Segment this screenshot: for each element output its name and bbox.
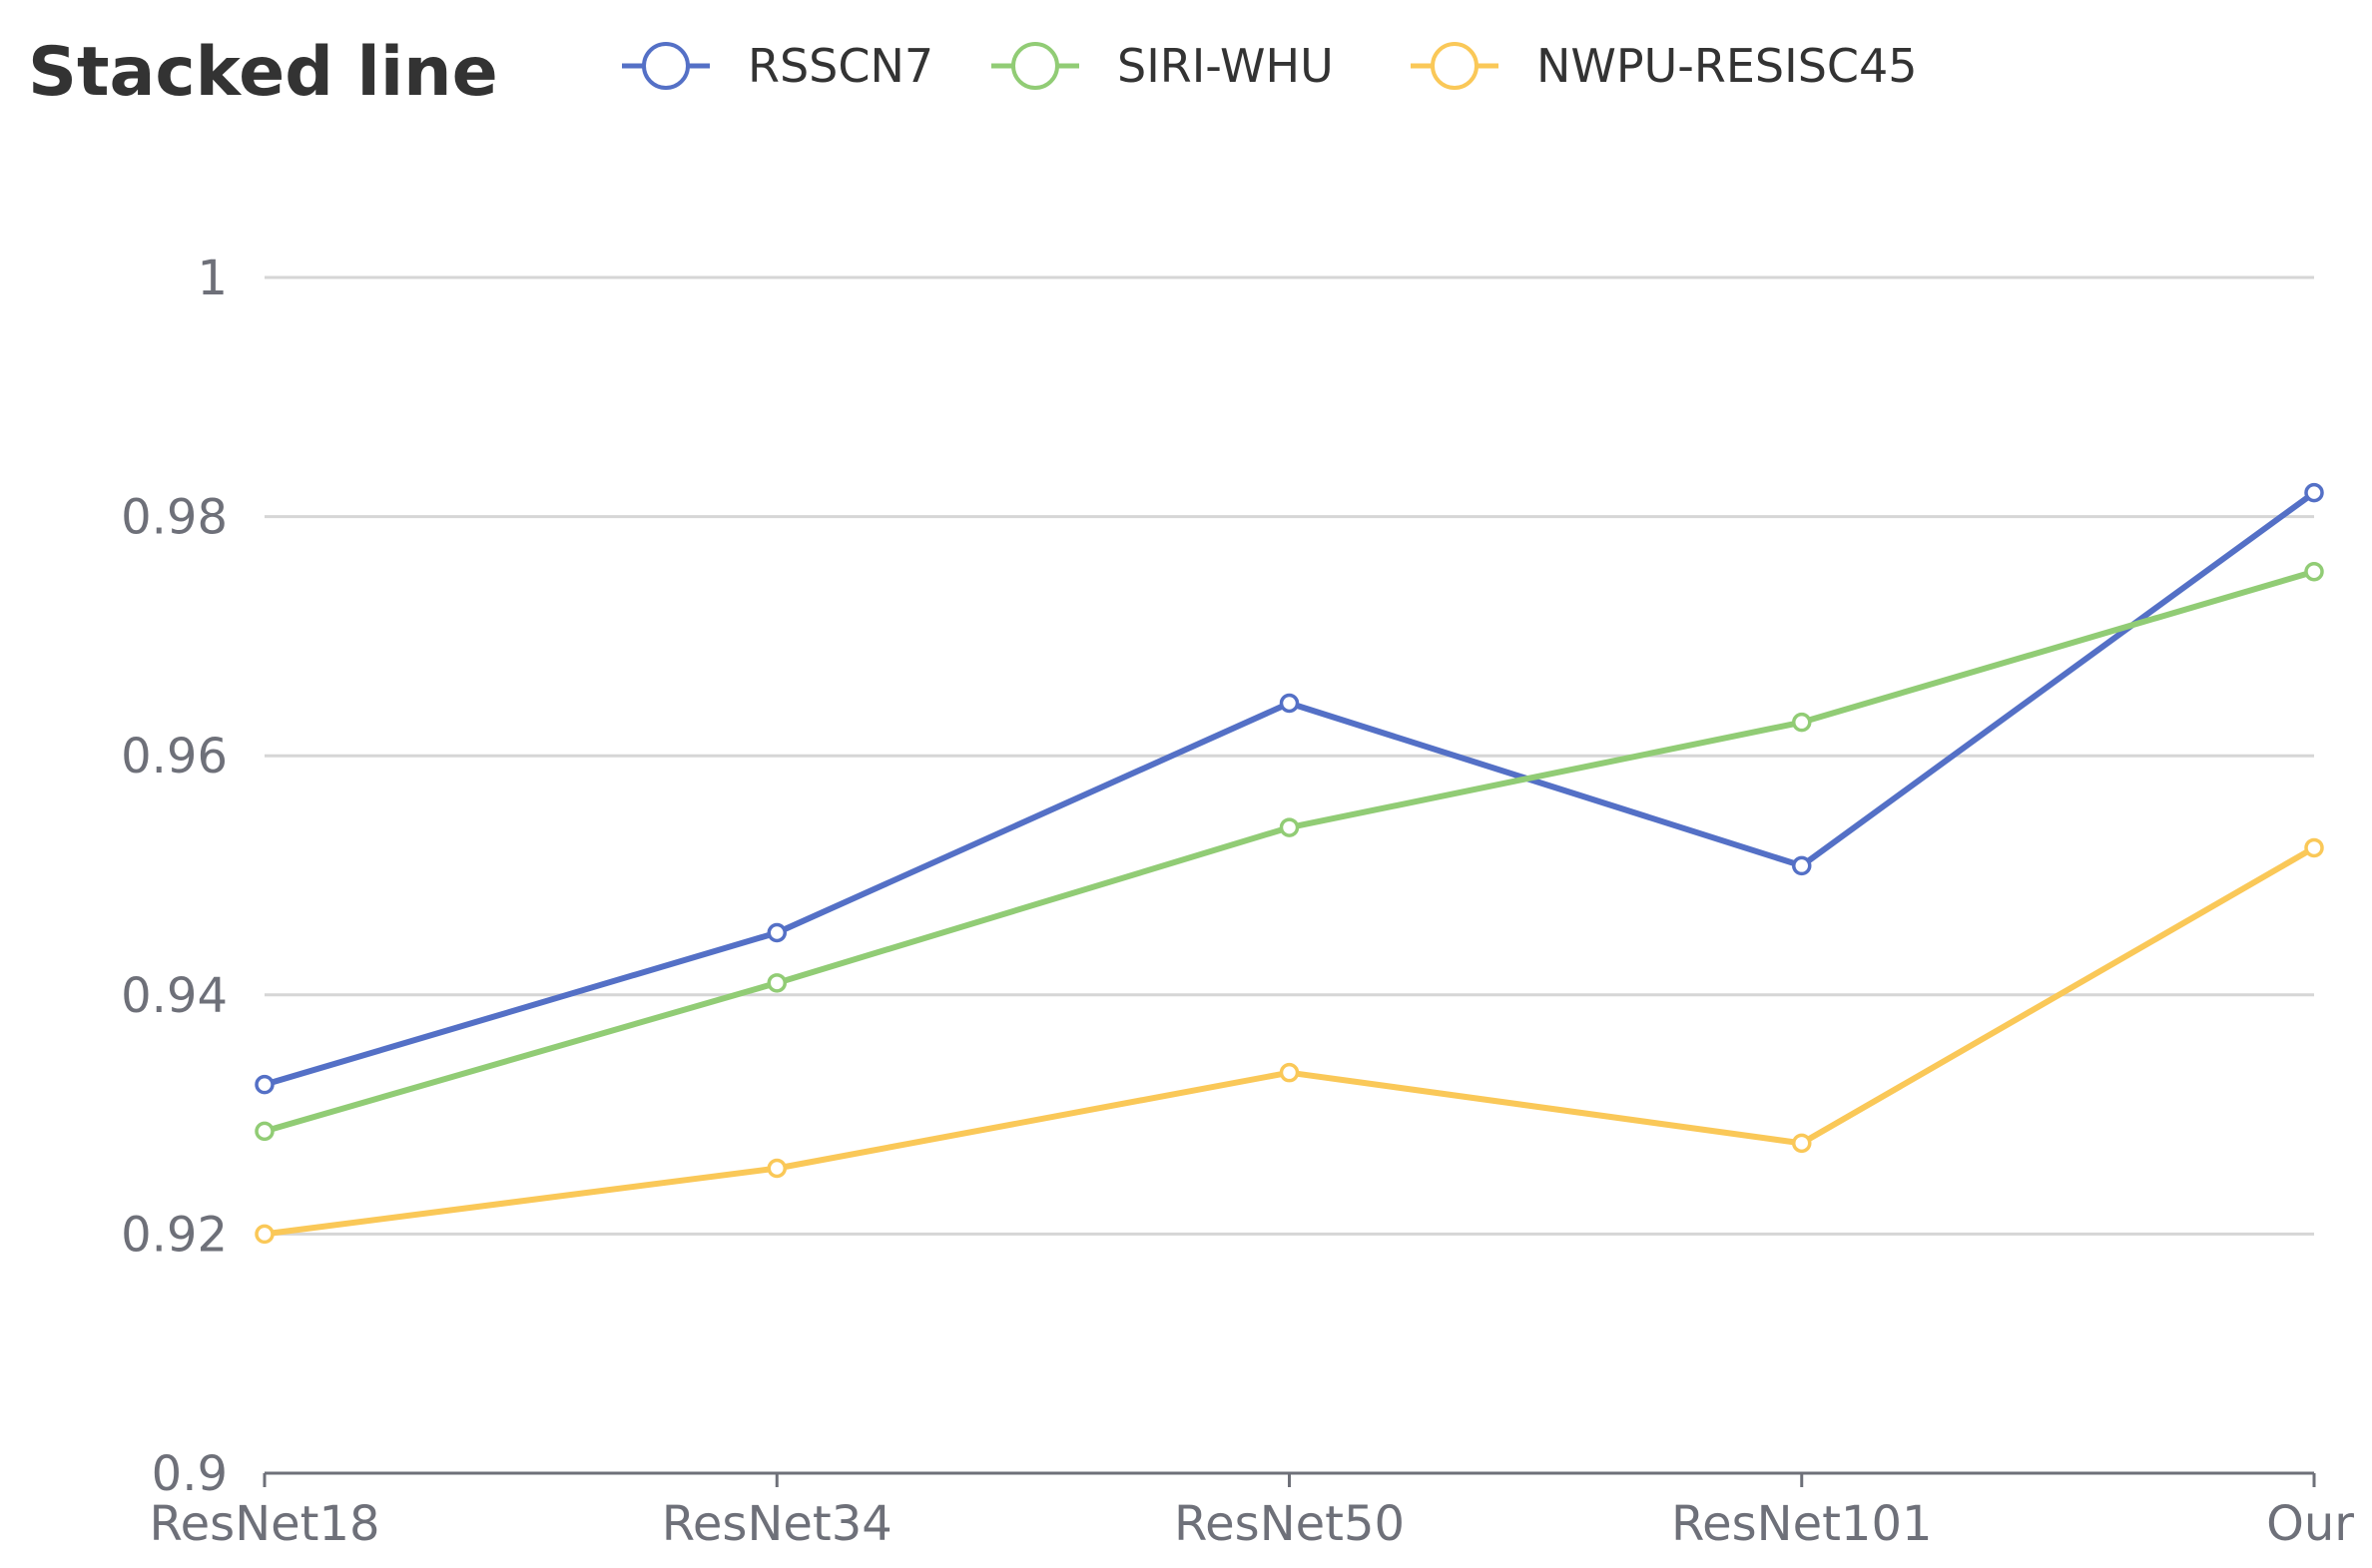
data-point[interactable] — [2304, 482, 2324, 503]
data-point[interactable] — [1792, 855, 1812, 876]
legend-circle-icon — [1011, 42, 1059, 90]
x-tick-label: ResNet18 — [149, 1496, 379, 1552]
data-point[interactable] — [1792, 1133, 1812, 1154]
series-line — [262, 568, 2317, 1135]
legend-circle-icon — [642, 42, 690, 90]
y-tick-label: 0.96 — [121, 729, 228, 784]
data-point[interactable] — [1792, 712, 1812, 733]
data-point[interactable] — [2304, 561, 2324, 582]
x-tick-label: ResNet101 — [1671, 1496, 1933, 1552]
x-tick-label: ResNet34 — [662, 1496, 892, 1552]
legend-label: SIRI-WHU — [1117, 39, 1334, 93]
x-axis-ticks: ResNet18 ResNet34 ResNet50 ResNet101 Our — [149, 1473, 2354, 1552]
x-tick-label: Our — [2266, 1496, 2354, 1552]
chart-title: Stacked line — [28, 33, 498, 112]
legend-item[interactable]: RSSCN7 — [622, 39, 933, 93]
y-tick-label: 0.94 — [121, 968, 228, 1024]
data-point[interactable] — [255, 1121, 275, 1142]
series-rsscn7 — [255, 482, 2324, 1095]
y-tick-label: 0.98 — [121, 490, 228, 546]
y-tick-label: 1 — [197, 251, 228, 306]
data-point[interactable] — [255, 1074, 275, 1095]
legend[interactable]: RSSCN7 SIRI-WHU NWPU-RESISC45 — [622, 39, 1918, 93]
series-nwpu-resisc45 — [255, 837, 2324, 1245]
data-point[interactable] — [1279, 693, 1300, 714]
data-point[interactable] — [767, 1158, 787, 1179]
data-point[interactable] — [767, 973, 787, 993]
data-point[interactable] — [767, 922, 787, 943]
y-tick-label: 0.92 — [121, 1207, 228, 1263]
legend-item[interactable]: NWPU-RESISC45 — [1411, 39, 1918, 93]
data-point[interactable] — [255, 1224, 275, 1245]
series-lines — [255, 482, 2324, 1245]
legend-circle-icon — [1431, 42, 1479, 90]
data-point[interactable] — [1279, 1062, 1300, 1083]
grid-lines — [265, 275, 2314, 1236]
y-axis-tick-labels: 0.9 0.92 0.94 0.96 0.98 1 — [121, 251, 228, 1502]
data-point[interactable] — [1279, 817, 1300, 837]
data-point[interactable] — [2304, 837, 2324, 858]
legend-label: RSSCN7 — [748, 39, 933, 93]
y-tick-label: 0.9 — [152, 1446, 228, 1502]
series-siri-whu — [255, 561, 2324, 1142]
x-tick-label: ResNet50 — [1174, 1496, 1405, 1552]
legend-item[interactable]: SIRI-WHU — [991, 39, 1334, 93]
legend-label: NWPU-RESISC45 — [1536, 39, 1918, 93]
